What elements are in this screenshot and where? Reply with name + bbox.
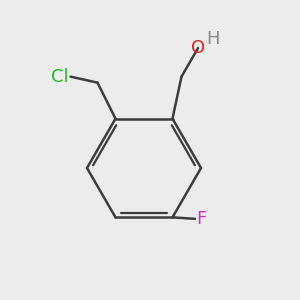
Text: H: H — [206, 30, 220, 48]
Text: F: F — [196, 210, 207, 228]
Text: O: O — [191, 39, 205, 57]
Text: Cl: Cl — [51, 68, 69, 85]
